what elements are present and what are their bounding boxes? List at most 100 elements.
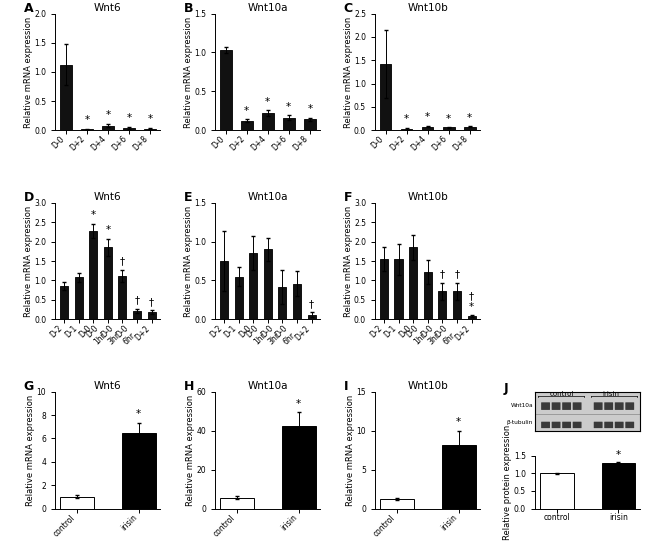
Bar: [123, 128, 135, 130]
Y-axis label: Relative mRNA expression: Relative mRNA expression: [184, 206, 192, 316]
FancyBboxPatch shape: [604, 403, 613, 410]
Text: *: *: [307, 104, 313, 114]
Bar: [380, 499, 414, 509]
Text: A: A: [23, 2, 33, 15]
Title: Wnt6: Wnt6: [94, 192, 122, 202]
Title: Wnt10b: Wnt10b: [408, 381, 448, 391]
Bar: [81, 129, 92, 130]
Bar: [122, 433, 156, 509]
Text: E: E: [183, 191, 192, 204]
Bar: [104, 247, 112, 319]
Bar: [102, 126, 114, 130]
FancyBboxPatch shape: [593, 403, 603, 410]
FancyBboxPatch shape: [615, 403, 623, 410]
Bar: [148, 312, 156, 319]
Bar: [304, 120, 316, 130]
Text: †: †: [309, 299, 314, 309]
Bar: [293, 283, 301, 319]
Text: *: *: [84, 115, 90, 125]
Bar: [540, 473, 574, 509]
FancyBboxPatch shape: [562, 403, 571, 410]
Y-axis label: Relative protein expression: Relative protein expression: [504, 425, 512, 540]
Text: *: *: [404, 115, 410, 124]
Text: *: *: [105, 110, 110, 120]
FancyBboxPatch shape: [541, 421, 550, 428]
Y-axis label: Relative mRNA expression: Relative mRNA expression: [344, 206, 352, 316]
Bar: [118, 276, 127, 319]
Bar: [89, 230, 98, 319]
Text: †: †: [135, 295, 140, 305]
FancyBboxPatch shape: [573, 403, 582, 410]
Bar: [424, 272, 432, 319]
Text: †: †: [454, 269, 460, 279]
Title: Wnt6: Wnt6: [94, 381, 122, 391]
Y-axis label: Relative mRNA expression: Relative mRNA expression: [346, 394, 355, 506]
FancyBboxPatch shape: [573, 421, 582, 428]
Bar: [464, 127, 476, 130]
Text: F: F: [344, 191, 352, 204]
Title: Wnt10b: Wnt10b: [408, 3, 448, 13]
Bar: [401, 129, 413, 130]
Text: †: †: [149, 297, 154, 307]
Text: J: J: [504, 382, 508, 395]
Text: †: †: [120, 256, 125, 267]
Text: *: *: [265, 96, 270, 107]
Bar: [220, 498, 254, 509]
Text: *: *: [616, 450, 621, 460]
Title: Wnt10a: Wnt10a: [248, 3, 288, 13]
Text: *: *: [126, 113, 131, 123]
Text: *: *: [446, 114, 451, 123]
Bar: [235, 276, 242, 319]
Text: *: *: [467, 113, 473, 123]
Text: *: *: [244, 106, 250, 116]
Bar: [441, 445, 476, 509]
Title: Wnt6: Wnt6: [94, 3, 122, 13]
Text: *: *: [296, 399, 301, 408]
Y-axis label: Relative mRNA expression: Relative mRNA expression: [184, 16, 192, 128]
Bar: [467, 316, 476, 319]
Text: B: B: [183, 2, 193, 15]
Bar: [601, 463, 636, 509]
Bar: [60, 497, 94, 509]
Text: *: *: [456, 417, 461, 427]
Bar: [249, 253, 257, 319]
Bar: [60, 286, 68, 319]
Y-axis label: Relative mRNA expression: Relative mRNA expression: [23, 206, 32, 316]
Text: G: G: [23, 380, 34, 393]
Text: Wnt10a: Wnt10a: [510, 403, 533, 408]
Bar: [409, 247, 417, 319]
Bar: [220, 261, 228, 319]
Bar: [60, 65, 72, 130]
Bar: [380, 64, 391, 130]
Text: *: *: [286, 102, 291, 112]
Text: †: †: [440, 269, 445, 279]
FancyBboxPatch shape: [593, 421, 603, 428]
Bar: [262, 113, 274, 130]
Text: irisin: irisin: [603, 391, 619, 397]
FancyBboxPatch shape: [625, 403, 634, 410]
Text: C: C: [344, 2, 353, 15]
Bar: [443, 128, 454, 130]
FancyBboxPatch shape: [552, 421, 560, 428]
Bar: [281, 426, 316, 509]
FancyBboxPatch shape: [604, 421, 613, 428]
Bar: [307, 315, 316, 319]
Text: *: *: [91, 210, 96, 220]
Bar: [438, 292, 447, 319]
Bar: [380, 259, 388, 319]
FancyBboxPatch shape: [562, 421, 571, 428]
Bar: [133, 311, 141, 319]
Y-axis label: Relative mRNA expression: Relative mRNA expression: [26, 394, 35, 506]
Text: H: H: [183, 380, 194, 393]
Bar: [220, 50, 231, 130]
Text: D: D: [23, 191, 34, 204]
Bar: [395, 259, 402, 319]
Bar: [241, 121, 253, 130]
Bar: [75, 278, 83, 319]
Text: *: *: [148, 115, 153, 124]
Bar: [283, 118, 294, 130]
Title: Wnt10b: Wnt10b: [408, 192, 448, 202]
Bar: [264, 249, 272, 319]
FancyBboxPatch shape: [541, 403, 550, 410]
FancyBboxPatch shape: [625, 421, 634, 428]
